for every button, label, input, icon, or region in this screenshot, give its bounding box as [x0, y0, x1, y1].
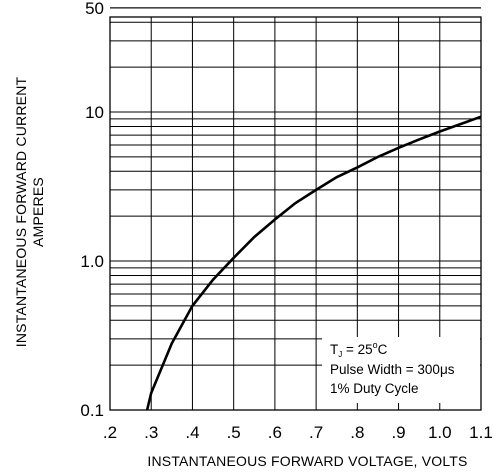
x-axis-title: INSTANTANEOUS FORWARD VOLTAGE, VOLTS: [147, 453, 467, 469]
x-tick-label: 1.1: [469, 423, 493, 442]
x-tick-label: .7: [309, 423, 323, 442]
conditions-box: [322, 337, 480, 403]
plot-area: [109, 16, 482, 411]
y-tick-label: 0.1: [80, 401, 104, 420]
x-tick-label: .4: [185, 423, 199, 442]
x-tick-label: 1.0: [428, 423, 452, 442]
y-axis-units: AMPERES: [30, 177, 46, 247]
y-axis-title: INSTANTANEOUS FORWARD CURRENT: [13, 77, 29, 348]
y-tick-label: 1.0: [80, 252, 104, 271]
x-tick-label: .6: [268, 423, 282, 442]
pulse-width-note: Pulse Width = 300μs: [330, 362, 455, 377]
x-tick-labels: .2 .3 .4 .5 .6 .7 .8 .9 1.0 1.1: [103, 423, 493, 442]
celsius-unit: C: [378, 342, 388, 357]
x-tick-label: .8: [350, 423, 364, 442]
junction-temperature-note: TJ = 25oC: [330, 340, 388, 359]
y-tick-label: 50: [85, 0, 104, 18]
x-tick-label: .2: [103, 423, 117, 442]
tj-symbol: T: [330, 342, 338, 357]
x-tick-label: .9: [391, 423, 405, 442]
forward-current-curve: [145, 115, 482, 411]
degree-symbol: o: [373, 340, 378, 350]
y-tick-labels: 0.1 1.0 10 50: [80, 0, 104, 420]
duty-cycle-note: 1% Duty Cycle: [330, 381, 419, 396]
y-tick-label: 10: [85, 103, 104, 122]
grid: [109, 7, 482, 411]
tj-equals: = 25: [342, 342, 372, 357]
x-tick-label: .5: [227, 423, 241, 442]
x-tick-label: .3: [144, 423, 158, 442]
tj-subscript: J: [338, 350, 342, 359]
